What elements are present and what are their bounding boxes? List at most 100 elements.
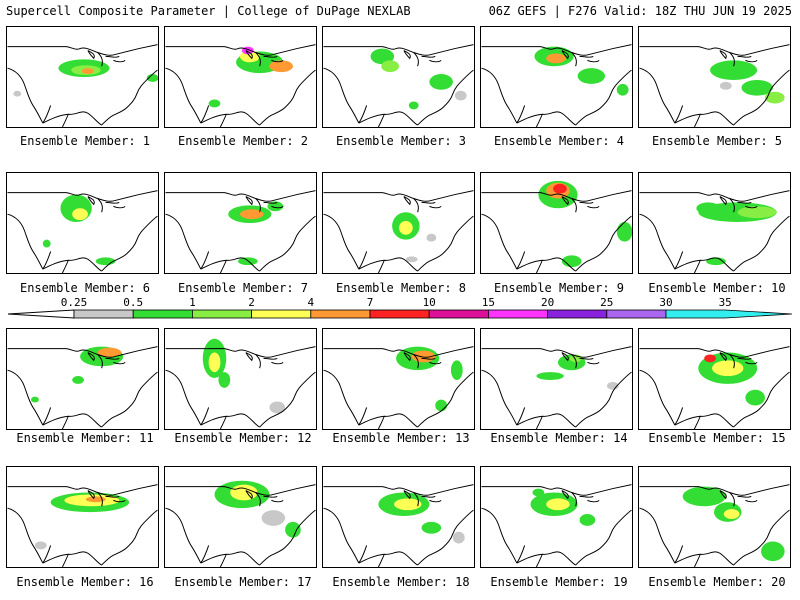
scale-tick-label: 25 [600,296,614,309]
ensemble-member-label: Ensemble Member: 8 [335,281,467,295]
great-lakes-outline [561,50,600,67]
scp-shading-area [285,521,301,538]
scale-tick-label: 20 [540,296,555,309]
ensemble-member-label: Ensemble Member: 14 [490,431,628,445]
scale-tick-label: 15 [481,296,496,309]
mexico-coastline [358,545,385,567]
us-canada-border [481,346,632,358]
ensemble-member-label: Ensemble Member: 5 [651,134,783,148]
scp-shading-area [723,509,740,519]
great-lakes-outline [403,352,442,369]
mexico-coastline [42,407,69,429]
ensemble-member-20-map [638,466,791,568]
scp-shading-area [240,209,264,220]
scp-shading-area [553,183,567,194]
scp-shading-area [741,79,773,96]
scale-bin [73,309,134,319]
coastline [323,369,474,428]
us-canada-border [7,190,158,202]
scale-tick-label: 0.5 [123,296,144,309]
mexico-coastline [516,407,543,429]
mexico-coastline [674,407,701,429]
scp-shading-area [208,99,221,108]
scale-tick-label: 1 [189,296,196,309]
great-lakes-outline [561,490,600,507]
scp-shading-area [536,372,564,380]
scp-shading-area [532,488,545,497]
scale-bin [310,309,371,319]
scp-shading-area [269,401,286,414]
coastline [639,369,790,428]
coastline [481,67,632,126]
ensemble-member-15-map [638,328,791,430]
ensemble-member-label: Ensemble Member: 2 [177,134,309,148]
scale-tick-label: 0.25 [60,296,88,309]
ensemble-member-label: Ensemble Member: 10 [648,281,786,295]
scp-shading-area [435,399,448,412]
us-canada-border [639,190,790,202]
coastline [481,369,632,428]
great-lakes-outline [561,352,600,369]
map-canvas [639,190,790,273]
mexico-coastline [42,251,69,273]
scp-shading-area [72,208,88,221]
ensemble-member-label: Ensemble Member: 4 [493,134,625,148]
mexico-coastline [358,251,385,273]
ensemble-member-12-map [164,328,317,430]
map-canvas [7,346,158,429]
great-lakes-outline [87,50,126,67]
ensemble-member-9-map [480,172,633,274]
ensemble-member-label: Ensemble Member: 1 [19,134,151,148]
scp-shading-area [31,396,39,403]
map-canvas [323,346,474,429]
map-title: Supercell Composite Parameter | College … [6,4,411,18]
ensemble-member-18-map [322,466,475,568]
scale-bin [547,309,608,319]
scp-shading-area [146,74,158,82]
scp-shading-area [381,60,399,73]
map-canvas [165,190,316,273]
map-canvas [7,484,158,567]
ensemble-member-label: Ensemble Member: 9 [493,281,625,295]
scale-bin [191,309,252,319]
great-lakes-outline [245,196,284,213]
ensemble-member-11-map [6,328,159,430]
great-lakes-outline [403,490,442,507]
ensemble-member-3-map [322,26,475,128]
us-canada-border [165,346,316,358]
scp-shading-area [452,531,465,544]
us-canada-border [323,190,474,202]
scp-shading-area [704,354,716,363]
ensemble-member-label: Ensemble Member: 18 [332,575,470,589]
ensemble-member-16-map [6,466,159,568]
mexico-coastline [674,545,701,567]
run-info: 06Z GEFS | F276 Valid: 18Z THU JUN 19 20… [488,4,792,18]
scp-shading-area [408,101,419,110]
map-canvas [323,44,474,127]
coastline [481,507,632,566]
us-canada-border [165,44,316,56]
scp-shading-area [710,60,758,80]
map-canvas [639,346,790,429]
scp-shading-area [34,541,47,550]
great-lakes-outline [561,196,600,213]
ensemble-member-19-map [480,466,633,568]
ensemble-member-label: Ensemble Member: 19 [490,575,628,589]
scale-lower-arrow [7,309,75,319]
scp-shading-area [261,510,286,526]
coastline [323,67,474,126]
us-canada-border [323,44,474,56]
scp-shading-area [682,486,726,507]
great-lakes-outline [87,196,126,213]
ensemble-member-1-map [6,26,159,128]
scp-shading-area [405,256,418,263]
great-lakes-outline [403,196,442,213]
ensemble-member-label: Ensemble Member: 11 [16,431,154,445]
scp-shading-area [546,498,570,511]
mexico-coastline [358,407,385,429]
great-lakes-outline [719,50,758,67]
scale-bin [606,309,667,319]
mexico-coastline [200,407,227,429]
ensemble-member-6-map [6,172,159,274]
scp-shading-area [761,541,785,562]
